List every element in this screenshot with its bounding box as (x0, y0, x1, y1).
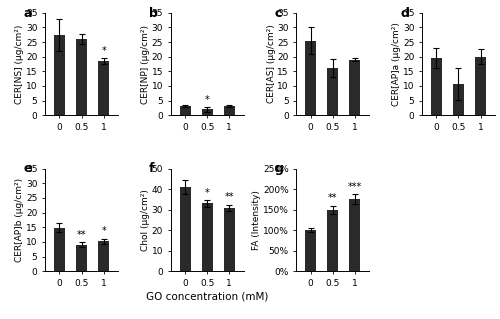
Bar (431, 58, 442, 115)
Bar (305, 230, 316, 271)
Bar (98, 241, 109, 271)
Text: c: c (274, 7, 282, 19)
Bar (180, 106, 190, 115)
Bar (328, 68, 338, 115)
Bar (98, 61, 109, 115)
Y-axis label: CER[AS] (μg/cm²): CER[AS] (μg/cm²) (267, 25, 276, 103)
Text: a: a (23, 7, 32, 19)
Text: **: ** (77, 230, 86, 240)
X-axis label: GO concentration (mM): GO concentration (mM) (146, 292, 268, 302)
Text: *: * (102, 226, 106, 236)
Y-axis label: CER[AP]a (μg/cm²): CER[AP]a (μg/cm²) (392, 22, 402, 106)
Bar (76, 39, 87, 115)
Bar (202, 109, 212, 115)
Text: d: d (400, 7, 409, 19)
Bar (328, 210, 338, 271)
Bar (475, 57, 486, 115)
Text: g: g (274, 162, 283, 175)
Bar (76, 245, 87, 271)
Text: *: * (205, 188, 210, 198)
Bar (350, 60, 360, 115)
Text: e: e (23, 162, 32, 175)
Bar (224, 208, 235, 271)
Bar (54, 35, 65, 115)
Y-axis label: FA (Intensity): FA (Intensity) (252, 190, 262, 250)
Bar (180, 187, 190, 271)
Text: b: b (148, 7, 158, 19)
Text: **: ** (224, 192, 234, 202)
Text: *: * (102, 46, 106, 56)
Bar (305, 41, 316, 115)
Text: *: * (205, 94, 210, 105)
Y-axis label: CER[NP] (μg/cm²): CER[NP] (μg/cm²) (141, 25, 150, 104)
Y-axis label: CER[AP]b (μg/cm²): CER[AP]b (μg/cm²) (16, 178, 24, 262)
Y-axis label: Chol (μg/cm²): Chol (μg/cm²) (141, 189, 150, 251)
Text: ***: *** (348, 182, 362, 192)
Bar (453, 84, 464, 115)
Bar (224, 106, 235, 115)
Text: **: ** (328, 193, 338, 203)
Bar (54, 228, 65, 271)
Y-axis label: CER[NS] (μg/cm²): CER[NS] (μg/cm²) (16, 24, 24, 104)
Text: f: f (148, 162, 154, 175)
Bar (202, 204, 212, 271)
Bar (350, 199, 360, 271)
